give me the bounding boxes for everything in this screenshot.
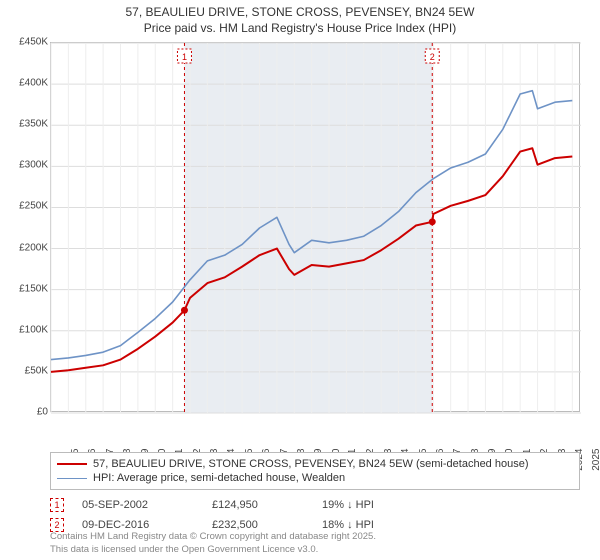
chart-title: 57, BEAULIEU DRIVE, STONE CROSS, PEVENSE… (0, 0, 600, 36)
y-tick-label: £350K (10, 119, 48, 130)
y-tick-label: £300K (10, 160, 48, 171)
chart-area: 12 (50, 42, 580, 412)
y-tick-label: £50K (10, 365, 48, 376)
marker-row-2: 2 09-DEC-2016£232,50018% ↓ HPI (50, 518, 580, 532)
legend-item: HPI: Average price, semi-detached house,… (57, 471, 573, 485)
y-tick-label: £200K (10, 242, 48, 253)
svg-text:1: 1 (182, 52, 187, 62)
legend-swatch (57, 463, 87, 465)
marker-index-box: 2 (50, 518, 64, 532)
x-tick-label: 2025 (591, 449, 600, 471)
y-axis-labels: £0£50K£100K£150K£200K£250K£300K£350K£400… (10, 42, 48, 412)
legend-swatch (57, 478, 87, 479)
legend-item: 57, BEAULIEU DRIVE, STONE CROSS, PEVENSE… (57, 457, 573, 471)
legend-label: HPI: Average price, semi-detached house,… (93, 472, 345, 484)
marker-date: 09-DEC-2016 (82, 519, 212, 531)
svg-text:2: 2 (430, 52, 435, 62)
y-tick-label: £450K (10, 37, 48, 48)
page: 57, BEAULIEU DRIVE, STONE CROSS, PEVENSE… (0, 0, 600, 560)
y-tick-label: £250K (10, 201, 48, 212)
marker-price: £232,500 (212, 519, 322, 531)
line-chart: 12 (50, 42, 580, 412)
y-tick-label: £100K (10, 324, 48, 335)
marker-hpi: 18% ↓ HPI (322, 519, 442, 531)
x-axis-labels: 1995199619971998199920002001200220032004… (50, 417, 580, 451)
y-tick-label: £400K (10, 78, 48, 89)
marker-index-box: 1 (50, 498, 64, 512)
legend: 57, BEAULIEU DRIVE, STONE CROSS, PEVENSE… (50, 452, 580, 490)
y-tick-label: £150K (10, 283, 48, 294)
title-line-2: Price paid vs. HM Land Registry's House … (0, 20, 600, 36)
marker-price: £124,950 (212, 499, 322, 511)
marker-hpi: 19% ↓ HPI (322, 499, 442, 511)
marker-date: 05-SEP-2002 (82, 499, 212, 511)
legend-label: 57, BEAULIEU DRIVE, STONE CROSS, PEVENSE… (93, 458, 529, 470)
credits-line-1: Contains HM Land Registry data © Crown c… (50, 531, 580, 543)
credits-line-2: This data is licensed under the Open Gov… (50, 544, 580, 556)
title-line-1: 57, BEAULIEU DRIVE, STONE CROSS, PEVENSE… (0, 4, 600, 20)
marker-row-1: 1 05-SEP-2002£124,95019% ↓ HPI (50, 498, 580, 512)
y-tick-label: £0 (10, 407, 48, 418)
credits: Contains HM Land Registry data © Crown c… (50, 531, 580, 556)
